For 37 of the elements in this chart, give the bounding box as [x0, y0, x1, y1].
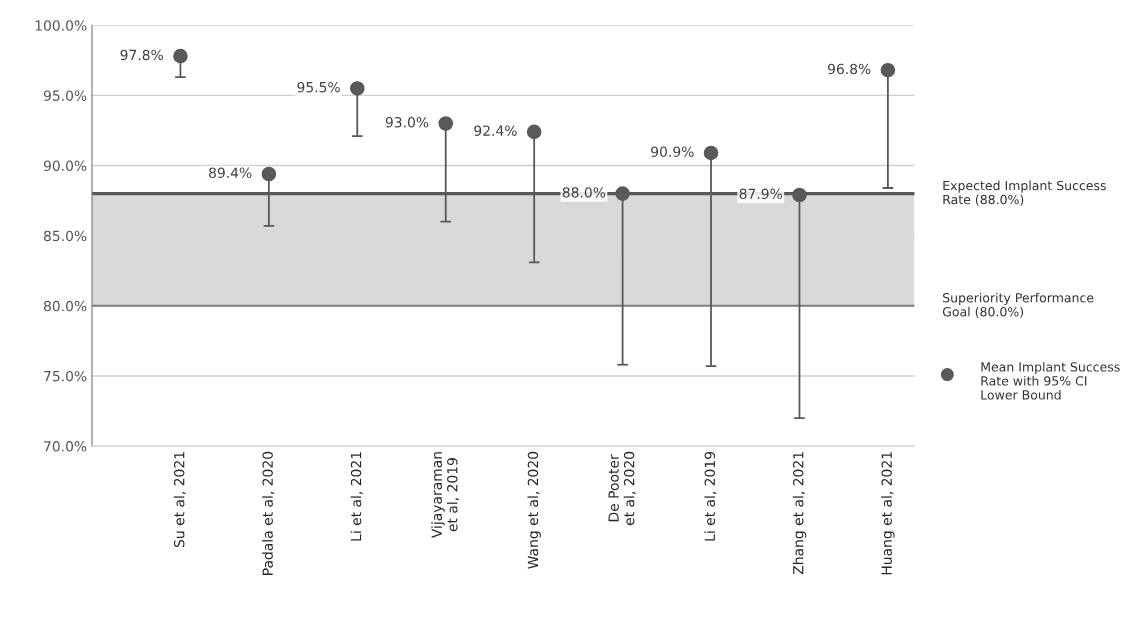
point — [350, 81, 365, 96]
ref-line-label: Superiority Performance Goal (80.0%) — [942, 292, 1094, 318]
x-tick-label: Wang et al, 2020 — [527, 451, 541, 569]
y-tick-label: 70.0% — [44, 441, 87, 452]
x-tick-label: Padala et al, 2020 — [262, 451, 275, 575]
data-label: 87.9% — [739, 188, 783, 200]
data-label: 92.4% — [474, 125, 517, 136]
y-tick-label: 75.0% — [44, 370, 87, 382]
y-tick-label: 85.0% — [43, 230, 87, 242]
data-label: 93.0% — [385, 117, 429, 128]
y-tick-label: 95.0% — [43, 90, 87, 101]
x-tick-label: De Pooter et al, 2020 — [608, 451, 636, 526]
y-tick-label: 90.0% — [43, 160, 87, 172]
point — [880, 62, 896, 78]
data-label: 95.5% — [297, 81, 340, 93]
data-label: 89.4% — [209, 167, 252, 179]
point — [703, 145, 719, 161]
point — [615, 186, 630, 201]
data-label: 97.8% — [120, 49, 163, 61]
data-label: 96.8% — [827, 63, 871, 75]
x-tick-label: Su et al, 2021 — [173, 452, 186, 548]
ref-line-label: Expected Implant Success Rate (88.0%) — [943, 180, 1106, 206]
x-tick-label: Zhang et al, 2021 — [792, 452, 807, 575]
point — [792, 187, 807, 203]
y-tick-label: 80.0% — [43, 300, 87, 312]
data-label: 90.9% — [651, 146, 694, 157]
point — [261, 166, 277, 182]
y-tick-label: 100.0% — [35, 20, 87, 31]
point — [526, 124, 542, 140]
x-tick-label: Li et al, 2021 — [350, 452, 363, 541]
point — [173, 48, 188, 64]
x-tick-label: Huang et al, 2021 — [881, 452, 895, 575]
data-label: 88.0% — [562, 187, 606, 198]
x-tick-label: Li et al, 2019 — [704, 451, 717, 541]
x-tick-label: Vijayaraman et al, 2019 — [431, 452, 459, 539]
legend-label: Mean Implant Success Rate with 95% CI Lower Bound — [981, 361, 1120, 400]
point — [438, 116, 454, 131]
